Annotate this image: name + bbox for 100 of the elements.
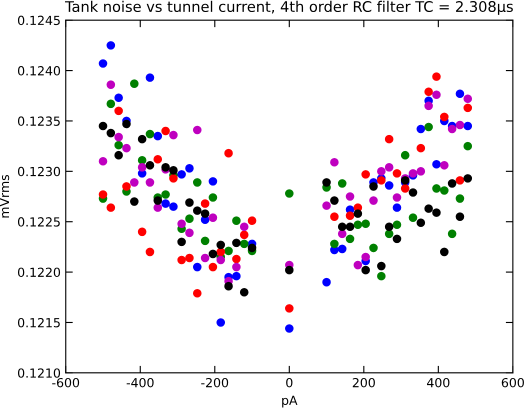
point [432,90,441,100]
point [224,282,233,290]
point [146,161,154,170]
y-tick-label: 0.1230 [18,166,60,176]
point [232,216,241,225]
point [369,196,378,205]
point [440,112,449,122]
point [169,130,178,140]
point [232,238,241,248]
point [138,228,146,236]
point [161,126,170,136]
x-tick-label: 200 [352,378,375,388]
point [392,220,402,230]
point [138,163,146,172]
point [377,272,386,280]
point [248,244,256,252]
point [192,178,202,187]
point [432,72,441,81]
point [130,197,139,206]
x-tick-label: -200 [201,378,228,388]
point [130,178,139,187]
x-tick-label: 0 [286,378,292,388]
point [440,248,449,256]
point [377,262,386,270]
point [384,163,394,172]
point [322,178,331,187]
point [98,190,108,199]
point [185,214,194,223]
point [400,184,410,193]
point [122,144,131,152]
point [146,178,154,187]
point [354,260,362,270]
point [448,230,456,238]
point [248,216,256,225]
point [192,126,202,134]
point [169,202,178,211]
point [161,190,170,199]
y-tick-label: 0.1225 [18,217,60,227]
point [456,120,464,130]
point [361,219,370,228]
point [369,182,378,191]
point [361,170,370,179]
point [232,262,241,272]
point [177,219,186,228]
x-tick-label: -600 [52,378,80,388]
point [185,164,194,173]
y-axis-title: mVrms [0,174,10,218]
y-tick-label: 0.1240 [18,66,60,76]
point [185,228,194,238]
y-tick-label: 0.1220 [18,268,60,278]
point [177,256,186,264]
point [240,230,248,240]
point [338,222,346,232]
point [416,167,426,176]
point [408,213,418,222]
y-tick-label: 0.1215 [18,318,60,328]
point [392,169,402,178]
point [106,80,116,89]
point [106,128,116,138]
point [354,220,362,230]
point [192,288,202,298]
point [322,278,331,286]
point [146,130,154,138]
point [154,203,162,212]
point [338,230,346,238]
point [240,288,248,297]
point [432,160,441,169]
point [463,94,472,104]
point [346,192,354,201]
point [354,209,362,218]
point [240,222,248,232]
point [400,150,410,160]
point [392,203,402,212]
point [122,120,131,128]
point [240,240,248,248]
point [106,41,116,50]
point [384,134,394,144]
y-tick-label: 0.1210 [18,368,60,378]
point [200,236,210,246]
point [285,189,294,198]
point [424,204,433,213]
point [432,208,441,217]
point [456,194,464,203]
point [232,272,241,280]
point [154,132,162,140]
point [98,59,108,68]
point [200,254,210,262]
point [216,256,226,264]
point [448,124,456,134]
point [185,198,194,207]
point [456,89,464,98]
point [448,179,456,188]
x-tick-label: -400 [126,378,154,388]
point [330,196,339,205]
point [106,100,116,108]
point [384,181,394,190]
point [392,234,402,244]
point [416,144,426,152]
point [416,124,426,134]
point [192,206,202,215]
